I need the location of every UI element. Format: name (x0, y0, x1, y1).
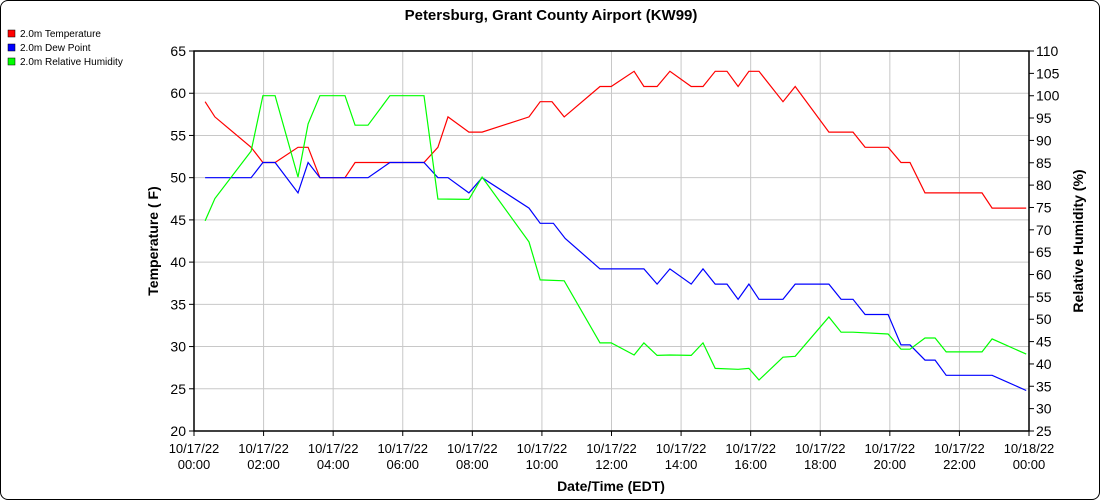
series-line-0 (204, 70, 1027, 209)
y-tick-label: 40 (170, 254, 186, 270)
x-tick-date: 10/17/22 (656, 441, 707, 456)
y-tick-label: 45 (170, 212, 186, 228)
y2-tick-label: 25 (1036, 423, 1052, 439)
y2-tick-label: 80 (1036, 177, 1052, 193)
y-tick-label: 35 (170, 296, 186, 312)
x-tick-date: 10/17/22 (517, 441, 568, 456)
legend-swatch (7, 57, 16, 66)
x-tick-time: 06:00 (386, 457, 419, 472)
y2-tick-label: 90 (1036, 132, 1052, 148)
x-tick-time: 12:00 (595, 457, 628, 472)
y-tick-label: 30 (170, 339, 186, 355)
legend-label: 2.0m Relative Humidity (20, 57, 123, 68)
x-tick-time: 10:00 (526, 457, 559, 472)
x-tick-time: 20:00 (874, 457, 907, 472)
x-tick-time: 18:00 (804, 457, 837, 472)
legend-label: 2.0m Temperature (20, 29, 101, 40)
legend-swatch (7, 29, 16, 38)
x-tick-date: 10/17/22 (795, 441, 846, 456)
y-tick-label: 65 (170, 43, 186, 59)
y2-tick-label: 30 (1036, 401, 1052, 417)
y-tick-label: 20 (170, 423, 186, 439)
plot-border (193, 50, 1030, 432)
chart-title: Petersburg, Grant County Airport (KW99) (405, 7, 698, 24)
y-tick-label: 50 (170, 170, 186, 186)
y2-tick-label: 65 (1036, 244, 1052, 260)
series-line-2 (204, 95, 1027, 381)
x-tick-time: 02:00 (247, 457, 280, 472)
x-tick-date: 10/17/22 (934, 441, 985, 456)
y2-tick-label: 55 (1036, 289, 1052, 305)
x-tick-date: 10/18/22 (1004, 441, 1055, 456)
y2-tick-label: 75 (1036, 199, 1052, 215)
x-tick-time: 00:00 (178, 457, 211, 472)
x-tick-time: 14:00 (665, 457, 698, 472)
y2-tick-label: 85 (1036, 155, 1052, 171)
y2-tick-label: 105 (1036, 65, 1060, 81)
x-tick-date: 10/17/22 (725, 441, 776, 456)
series-line-1 (205, 161, 1027, 392)
y2-tick-label: 70 (1036, 222, 1052, 238)
legend-swatch (7, 43, 16, 52)
y2-tick-label: 50 (1036, 311, 1052, 327)
y2-tick-label: 45 (1036, 334, 1052, 350)
legend-label: 2.0m Dew Point (20, 43, 91, 54)
x-tick-time: 16:00 (734, 457, 767, 472)
x-tick-date: 10/17/22 (447, 441, 498, 456)
y2-axis-label: Relative Humidity (%) (1070, 169, 1086, 312)
x-tick-date: 10/17/22 (238, 441, 289, 456)
y2-tick-label: 95 (1036, 110, 1052, 126)
x-tick-date: 10/17/22 (377, 441, 428, 456)
x-tick-date: 10/17/22 (169, 441, 220, 456)
x-tick-time: 08:00 (456, 457, 489, 472)
x-tick-time: 04:00 (317, 457, 350, 472)
y-tick-label: 25 (170, 381, 186, 397)
x-tick-date: 10/17/22 (865, 441, 916, 456)
x-tick-date: 10/17/22 (308, 441, 359, 456)
y2-tick-label: 110 (1036, 43, 1059, 59)
y2-tick-label: 35 (1036, 378, 1052, 394)
x-tick-date: 10/17/22 (586, 441, 637, 456)
x-axis-label: Date/Time (EDT) (557, 478, 665, 494)
y2-tick-label: 40 (1036, 356, 1052, 372)
y2-tick-label: 60 (1036, 267, 1052, 283)
y2-tick-label: 100 (1036, 88, 1060, 104)
y-tick-label: 55 (170, 127, 186, 143)
y-tick-label: 60 (170, 85, 186, 101)
x-tick-time: 00:00 (1013, 457, 1046, 472)
x-tick-time: 22:00 (943, 457, 976, 472)
y-axis-label: Temperature ( F) (145, 186, 161, 295)
